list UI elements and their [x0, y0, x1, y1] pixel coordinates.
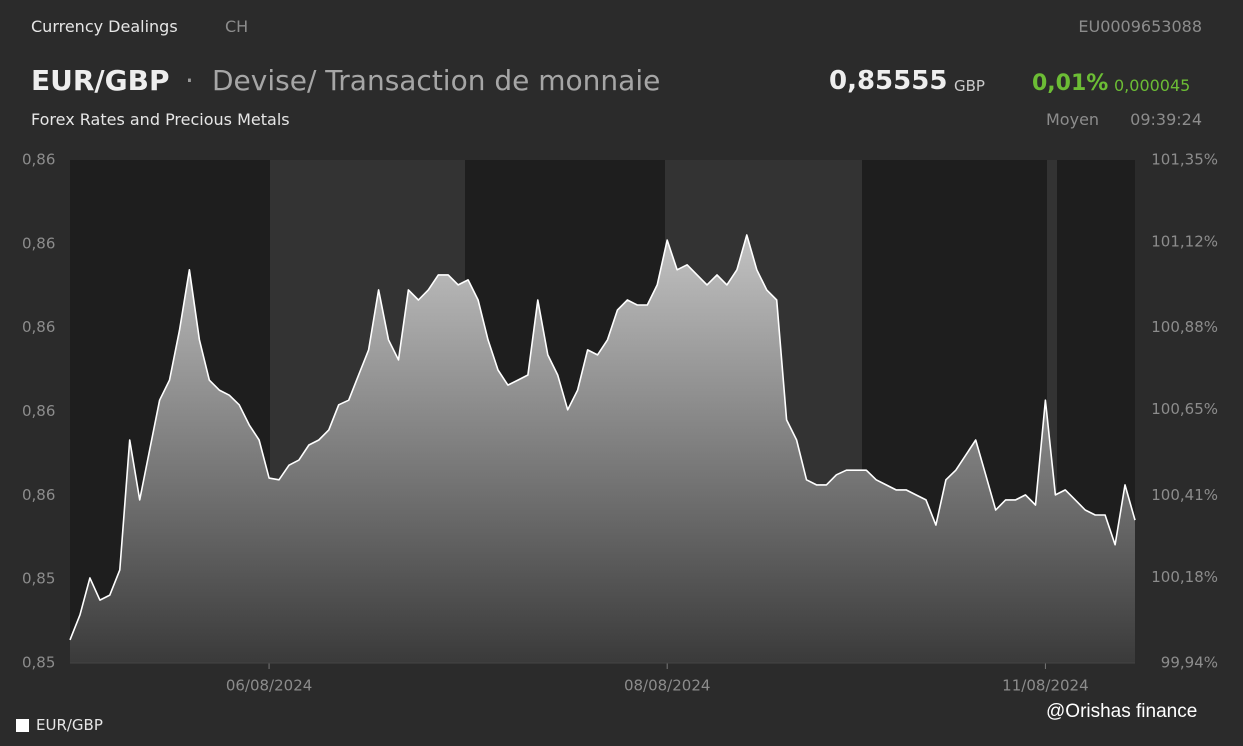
y2-tick-label: 100,65%: [1151, 400, 1218, 418]
change-abs: 0,000045: [1114, 76, 1191, 95]
y-tick-label: 0,86: [22, 486, 55, 504]
watermark: @Orishas finance: [1046, 701, 1198, 722]
y2-tick-label: 100,18%: [1151, 568, 1218, 586]
y-tick-label: 0,86: [22, 402, 55, 420]
y-tick-label: 0,86: [22, 234, 55, 252]
market: Forex Rates and Precious Metals: [31, 110, 290, 129]
price-kind: Moyen: [1046, 110, 1100, 129]
instrument: Devise/ Transaction de monnaie: [212, 64, 661, 97]
y2-tick-label: 99,94%: [1161, 654, 1218, 672]
y2-tick-label: 100,88%: [1151, 318, 1218, 336]
y2-tick-label: 101,12%: [1151, 233, 1218, 251]
x-tick-label: 11/08/2024: [1002, 677, 1088, 695]
country: CH: [225, 17, 249, 36]
y-tick-label: 0,85: [22, 654, 55, 672]
plot: 0,85 0,85 0,86 0,86 0,86 0,86 0,86 99,94% 100,18…: [22, 151, 1218, 695]
price: 0,85555: [829, 66, 948, 96]
currency: GBP: [954, 77, 985, 95]
line: [69, 234, 1136, 641]
legend-swatch: [16, 719, 29, 732]
separator: ·: [185, 64, 194, 97]
session-band: [1047, 160, 1057, 663]
y2-tick-label: 101,35%: [1151, 151, 1218, 169]
y-tick-label: 0,86: [22, 318, 55, 336]
symbol: EUR/GBP: [31, 64, 170, 97]
y-tick-label: 0,85: [22, 570, 55, 588]
y2-tick-label: 100,41%: [1151, 486, 1218, 504]
change-pct: 0,01%: [1032, 71, 1109, 96]
section: Currency Dealings: [31, 17, 178, 36]
x-tick-label: 08/08/2024: [624, 677, 710, 695]
area-fill: [70, 235, 1135, 663]
isin: EU0009653088: [1078, 17, 1202, 36]
y-tick-label: 0,86: [22, 151, 55, 169]
legend-label: EUR/GBP: [36, 716, 103, 734]
time: 09:39:24: [1130, 110, 1202, 129]
x-tick-label: 06/08/2024: [226, 677, 312, 695]
